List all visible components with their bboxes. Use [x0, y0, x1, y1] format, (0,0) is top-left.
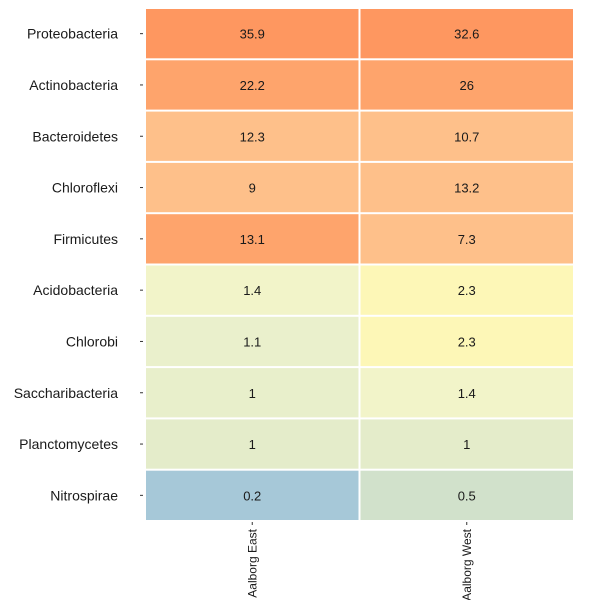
heatmap-cell [146, 214, 359, 264]
cell-value-label: 7.3 [458, 232, 476, 247]
y-tick-label: Actinobacteria [29, 77, 118, 93]
heatmap-cell [146, 368, 359, 418]
y-tick-label: Firmicutes [53, 231, 118, 247]
cell-value-label: 1.4 [458, 386, 476, 401]
heatmap-cell [360, 265, 573, 315]
y-tick-label: Nitrospirae [50, 487, 118, 503]
cell-value-label: 1 [463, 437, 470, 452]
heatmap-cell [360, 60, 573, 110]
y-tick-label: Acidobacteria [33, 282, 118, 298]
y-tick-label: Chlorobi [66, 333, 118, 349]
heatmap-cell [360, 368, 573, 418]
heatmap-cell [360, 214, 573, 264]
heatmap-cell [146, 60, 359, 110]
cell-value-label: 2.3 [458, 283, 476, 298]
heatmap-cell [146, 316, 359, 367]
cell-value-label: 1 [249, 437, 256, 452]
cell-value-label: 13.1 [240, 232, 265, 247]
x-tick-label: Aalborg East [245, 528, 259, 597]
heatmap-cell [146, 419, 359, 469]
cell-value-label: 32.6 [454, 27, 479, 42]
y-tick-label: Saccharibacteria [14, 385, 118, 401]
heatmap-cell [360, 9, 573, 59]
y-tick-label: Planctomycetes [19, 436, 118, 452]
heatmap-cell [146, 470, 359, 520]
heatmap-cell [360, 316, 573, 367]
heatmap-cell [146, 265, 359, 315]
cell-value-label: 22.2 [240, 78, 265, 93]
cell-value-label: 2.3 [458, 334, 476, 349]
heatmap-cell [146, 162, 359, 213]
y-tick-label: Chloroflexi [52, 180, 118, 196]
cell-value-label: 12.3 [240, 129, 265, 144]
cell-value-label: 0.2 [243, 488, 261, 503]
heatmap-cell [360, 470, 573, 520]
heatmap-cell [146, 111, 359, 161]
heatmap-cell [146, 9, 359, 59]
heatmap-cell [360, 162, 573, 213]
heatmap-cell [360, 419, 573, 469]
cell-value-label: 1.4 [243, 283, 261, 298]
cell-value-label: 9 [249, 181, 256, 196]
cell-value-label: 13.2 [454, 181, 479, 196]
y-tick-label: Bacteroidetes [32, 128, 118, 144]
heatmap-cell [360, 111, 573, 161]
cell-value-label: 35.9 [240, 27, 265, 42]
y-tick-label: Proteobacteria [27, 26, 118, 42]
cell-value-label: 1 [249, 386, 256, 401]
cell-value-label: 0.5 [458, 488, 476, 503]
x-tick-label: Aalborg West [460, 528, 474, 600]
cell-value-label: 26 [460, 78, 474, 93]
cell-value-label: 10.7 [454, 129, 479, 144]
cell-value-label: 1.1 [243, 334, 261, 349]
